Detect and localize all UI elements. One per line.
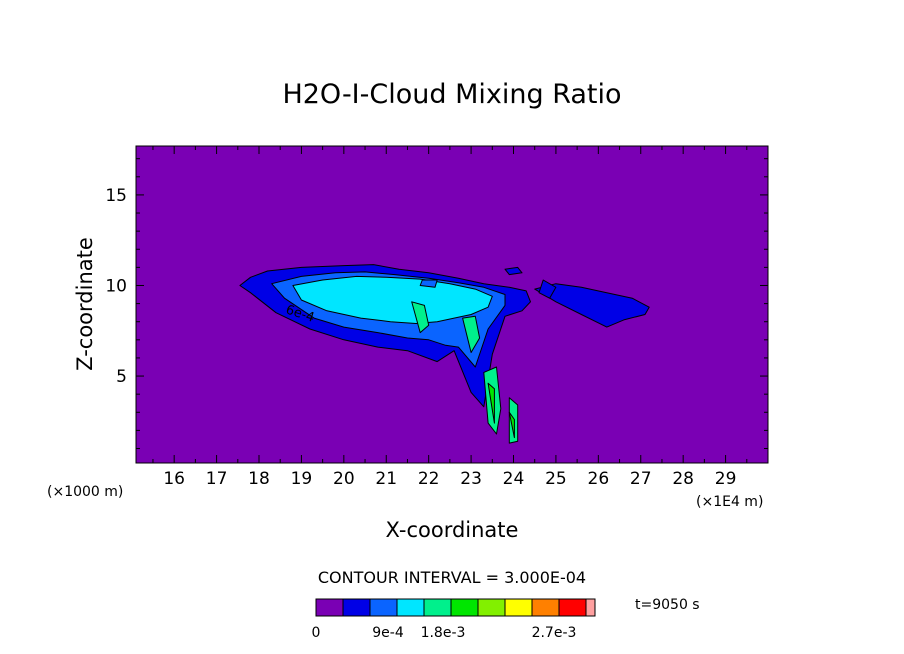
contour-fields <box>239 264 650 444</box>
y-tick-label-5: 5 <box>116 367 127 387</box>
contour-region-3 <box>411 301 430 334</box>
y-axis-label: Z-coordinate <box>73 237 97 371</box>
colorbar-swatch-7 <box>504 598 533 617</box>
x-tick-label-28: 28 <box>672 469 694 489</box>
x-unit-left: (×1000 m) <box>47 484 123 500</box>
y-tick-label-10: 10 <box>105 276 127 296</box>
x-tick-label-26: 26 <box>588 469 610 489</box>
x-tick-label-25: 25 <box>545 469 567 489</box>
contour-region-9 <box>534 283 650 328</box>
contour-region-10 <box>538 279 557 299</box>
x-tick-label-23: 23 <box>460 469 482 489</box>
colorbar-swatch-1 <box>342 598 371 617</box>
x-tick-label-24: 24 <box>503 469 525 489</box>
colorbar-label-2: 1.8e-3 <box>421 625 466 641</box>
contour-region-12 <box>419 279 438 288</box>
colorbar-swatch-2 <box>369 598 398 617</box>
x-axis-label: X-coordinate <box>386 518 519 542</box>
colorbar-swatch-8 <box>531 598 560 617</box>
x-tick-label-27: 27 <box>630 469 652 489</box>
colorbar-label-0: 0 <box>312 625 321 641</box>
colorbar-swatch-6 <box>477 598 506 617</box>
chart-title: H2O-I-Cloud Mixing Ratio <box>282 79 621 110</box>
y-axis-ticks: 5 10 15 <box>105 158 768 450</box>
contour-region-11 <box>504 266 523 276</box>
plot-frame <box>135 145 769 464</box>
x-tick-label-17: 17 <box>206 469 228 489</box>
contour-region-2 <box>292 275 493 324</box>
colorbar-swatch-4 <box>423 598 452 617</box>
colorbar-swatch-5 <box>450 598 479 617</box>
colorbar-label-3: 2.7e-3 <box>532 625 577 641</box>
contour-interval-text: CONTOUR INTERVAL = 3.000E-04 <box>318 568 586 587</box>
x-tick-label-29: 29 <box>715 469 737 489</box>
y-tick-label-15: 15 <box>105 186 127 206</box>
colorbar-label-1: 9e-4 <box>372 625 404 641</box>
x-unit-right: (×1E4 m) <box>696 494 763 510</box>
colorbar-swatch-3 <box>396 598 425 617</box>
x-tick-label-18: 18 <box>248 469 270 489</box>
x-tick-label-21: 21 <box>375 469 397 489</box>
colorbar-swatch-9 <box>558 598 587 617</box>
x-tick-label-22: 22 <box>418 469 440 489</box>
contour-region-7 <box>487 382 495 424</box>
x-tick-label-19: 19 <box>291 469 313 489</box>
colorbar: 0 9e-4 1.8e-3 2.7e-3 <box>312 598 596 641</box>
x-axis-ticks: 16 17 18 19 20 21 22 23 24 25 26 27 28 29 <box>152 146 748 489</box>
contour-region-8 <box>508 411 515 439</box>
x-tick-label-16: 16 <box>163 469 185 489</box>
colorbar-swatch-0 <box>315 598 344 617</box>
contour-region-4 <box>462 315 481 353</box>
colorbar-swatch-10 <box>585 598 596 617</box>
x-tick-label-20: 20 <box>333 469 355 489</box>
time-label: t=9050 s <box>635 597 700 613</box>
